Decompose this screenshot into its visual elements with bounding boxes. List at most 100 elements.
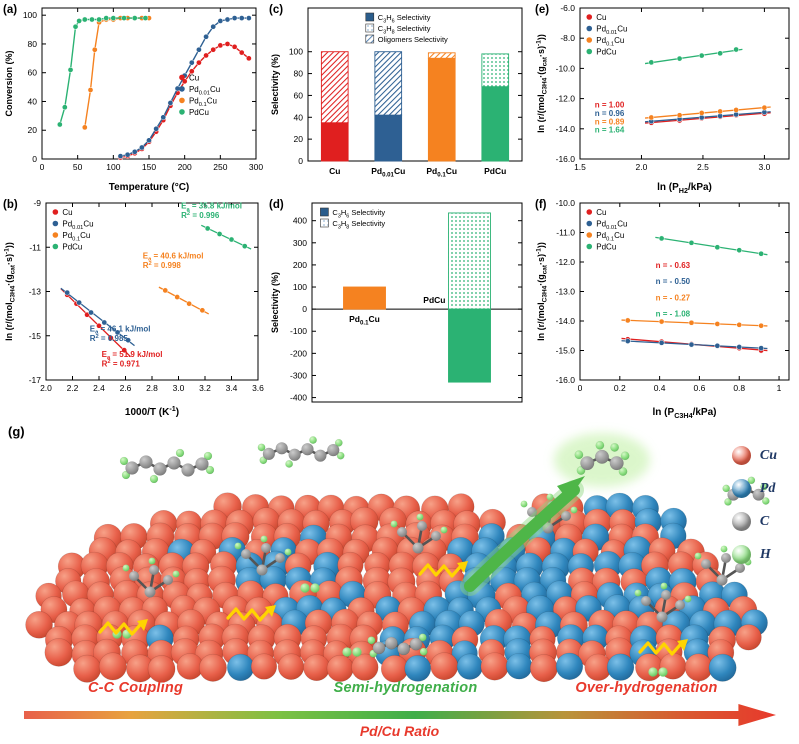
svg-text:-13: -13	[29, 287, 42, 297]
svg-text:300: 300	[249, 162, 263, 172]
legend-item-pd: Pd	[731, 479, 777, 498]
svg-text:0: 0	[302, 304, 307, 314]
svg-text:R2 = 0.996: R2 = 0.996	[181, 211, 220, 220]
svg-text:-15.0: -15.0	[556, 346, 576, 356]
svg-text:-12.0: -12.0	[556, 257, 576, 267]
caption-over-hydrogenation: Over-hydrogenation	[575, 680, 718, 696]
svg-text:0: 0	[40, 162, 45, 172]
svg-text:n = 1.00: n = 1.00	[595, 101, 625, 110]
svg-text:Cu: Cu	[62, 208, 72, 217]
svg-text:Cu: Cu	[596, 208, 606, 217]
svg-text:Cu: Cu	[189, 73, 199, 82]
legend-label-c: C	[759, 513, 770, 529]
metal-slab	[25, 492, 768, 683]
adsorbed-species	[122, 557, 180, 598]
svg-text:PdCu: PdCu	[596, 48, 616, 57]
svg-text:Conversion (%): Conversion (%)	[4, 50, 14, 116]
svg-text:100: 100	[293, 282, 307, 292]
svg-text:ln (PC3H4/kPa): ln (PC3H4/kPa)	[653, 407, 717, 420]
h2-reaction-order-chart: 1.5 2.0 2.5 3.0 -16.0 -14.0 -12.0 -10.0 -8.0 -6.0…	[535, 3, 790, 195]
svg-text:-12.0: -12.0	[556, 94, 576, 104]
svg-text:80: 80	[294, 69, 304, 79]
panel-e: 1.5 2.0 2.5 3.0 -16.0 -14.0 -12.0 -10.0 -8.0 -6.0…	[532, 0, 799, 195]
svg-text:n = 0.96: n = 0.96	[595, 109, 625, 118]
svg-text:20: 20	[294, 134, 304, 144]
gas-molecule	[257, 436, 345, 468]
h2-molecule	[342, 647, 362, 657]
svg-text:Pd0.01Cu: Pd0.01Cu	[62, 220, 93, 231]
svg-text:n = - 0.50: n = - 0.50	[656, 277, 691, 286]
svg-text:0: 0	[298, 156, 303, 166]
h2-molecule	[648, 667, 668, 677]
svg-text:R2 = 0.998: R2 = 0.998	[143, 261, 182, 270]
svg-text:C3H8 Selectivity: C3H8 Selectivity	[332, 219, 385, 230]
svg-text:n = - 0.27: n = - 0.27	[656, 293, 691, 302]
svg-text:1: 1	[777, 383, 782, 393]
svg-text:Cu: Cu	[329, 166, 340, 176]
svg-text:2.6: 2.6	[120, 383, 132, 393]
gas-molecule	[574, 440, 630, 476]
svg-text:60: 60	[294, 90, 304, 100]
legend-label-cu: Cu	[759, 447, 777, 463]
svg-text:-14.0: -14.0	[556, 124, 576, 134]
svg-text:Pd0.1Cu: Pd0.1Cu	[189, 96, 217, 107]
panel-d: -400 -300 -200 -100 0 100 200 300 400 Selectivity…	[266, 195, 532, 420]
svg-text:-11: -11	[29, 242, 41, 252]
svg-text:Pd0.1Cu: Pd0.1Cu	[349, 314, 380, 327]
svg-text:C3H6 Selectivity: C3H6 Selectivity	[378, 13, 431, 24]
selectivity-posneg-bar-chart: -400 -300 -200 -100 0 100 200 300 400 Selectivity…	[269, 199, 523, 403]
svg-text:400: 400	[293, 216, 307, 226]
panel-a: 0 50 100 150 200 250 300 0 20 40 60 80 100 Temperatur…	[0, 0, 266, 195]
svg-text:PdCu: PdCu	[596, 243, 616, 252]
panel-g-label: (g)	[8, 424, 25, 439]
svg-text:3.2: 3.2	[199, 383, 211, 393]
svg-text:-15: -15	[29, 331, 42, 341]
svg-text:Pd0.01Cu: Pd0.01Cu	[189, 85, 220, 96]
panel-b: 2.0 2.2 2.4 2.6 2.8 3.0 3.2 3.4 3.6 -17 -15 -13 -11 -…	[0, 195, 266, 420]
legend-item-cu: Cu	[731, 446, 777, 465]
panel-f: 0 0.2 0.4 0.6 0.8 1 -16.0 -15.0 -14.0 -13.0 -12.0 -…	[532, 195, 799, 420]
adsorbed-species	[694, 545, 752, 586]
sphere-legend: Cu Pd C H	[731, 446, 777, 564]
svg-text:R2 = 0.985: R2 = 0.985	[90, 334, 129, 343]
svg-text:40: 40	[294, 112, 304, 122]
svg-text:2.5: 2.5	[697, 162, 709, 172]
svg-text:PdCu: PdCu	[423, 295, 445, 305]
pd-sphere-icon	[731, 479, 751, 498]
h-sphere-icon	[731, 545, 751, 564]
svg-text:-8.0: -8.0	[560, 33, 575, 43]
adsorbed-species	[234, 535, 292, 576]
panel-g: (g) Cu Pd C H C-C Coupling Semi-hydrogen…	[0, 420, 799, 744]
svg-text:150: 150	[142, 162, 156, 172]
svg-text:-14.0: -14.0	[556, 316, 576, 326]
arrhenius-chart: 2.0 2.2 2.4 2.6 2.8 3.0 3.2 3.4 3.6 -17 -15 -13 -11 -…	[3, 198, 264, 418]
c-sphere-icon	[731, 512, 751, 531]
svg-text:ln (r/(molC3H4·(gcat·s)-1)): ln (r/(molC3H4·(gcat·s)-1))	[536, 242, 549, 341]
h2-molecule	[300, 583, 320, 593]
svg-text:n = 1.64: n = 1.64	[595, 126, 625, 135]
svg-text:ln (PH2/kPa): ln (PH2/kPa)	[657, 182, 712, 195]
cu-sphere-icon	[731, 446, 751, 465]
svg-text:Pd0.1Cu: Pd0.1Cu	[596, 231, 624, 242]
svg-text:2.2: 2.2	[67, 383, 79, 393]
svg-text:Pd0.01Cu: Pd0.01Cu	[371, 166, 405, 179]
svg-text:n = - 1.08: n = - 1.08	[656, 310, 691, 319]
svg-text:C3H8 Selectivity: C3H8 Selectivity	[378, 24, 431, 35]
hop-arrow	[226, 605, 276, 622]
svg-text:-10.0: -10.0	[556, 198, 576, 208]
svg-text:Temperature (°C): Temperature (°C)	[109, 182, 190, 193]
svg-text:3.0: 3.0	[173, 383, 185, 393]
c3h4-reaction-order-chart: 0 0.2 0.4 0.6 0.8 1 -16.0 -15.0 -14.0 -13.0 -12.0 -…	[535, 198, 790, 420]
svg-text:3.4: 3.4	[226, 383, 238, 393]
svg-text:-200: -200	[290, 348, 307, 358]
svg-text:-13.0: -13.0	[556, 287, 576, 297]
svg-text:-16.0: -16.0	[556, 375, 576, 385]
svg-text:3.6: 3.6	[252, 383, 264, 393]
svg-text:PdCu: PdCu	[484, 166, 506, 176]
svg-text:2.0: 2.0	[40, 383, 52, 393]
svg-text:Pd0.1Cu: Pd0.1Cu	[62, 231, 90, 242]
hop-arrow	[638, 639, 688, 656]
svg-text:0: 0	[578, 383, 583, 393]
svg-text:Selectivity (%): Selectivity (%)	[270, 272, 280, 333]
